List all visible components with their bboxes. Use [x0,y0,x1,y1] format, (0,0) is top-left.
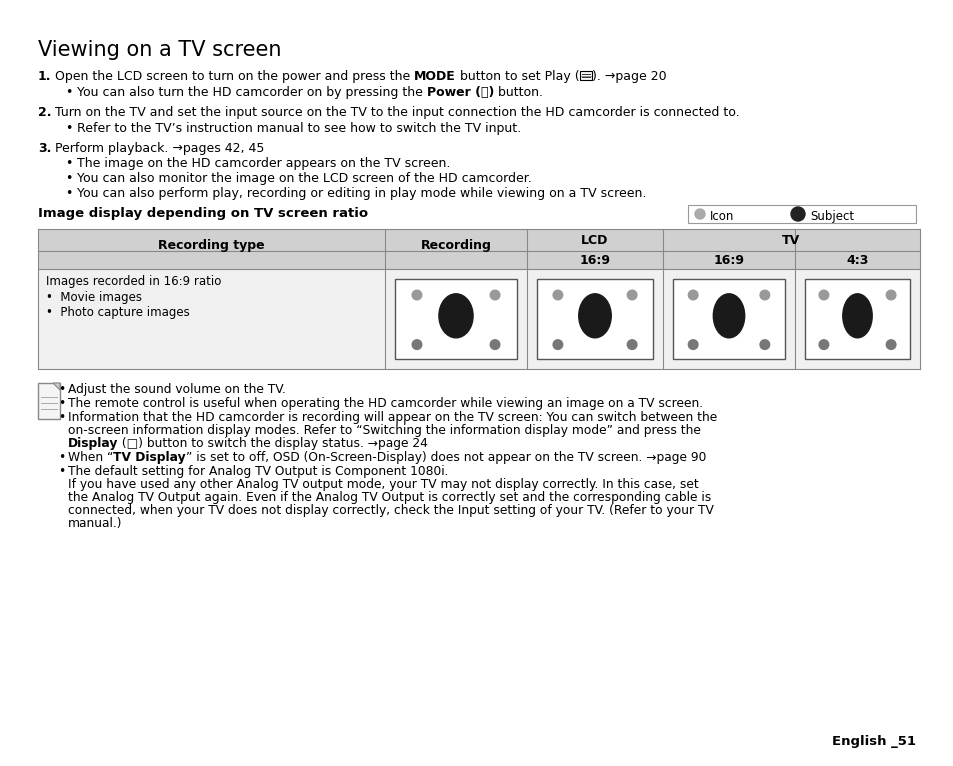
Text: 3.: 3. [38,142,51,155]
Text: The default setting for Analog TV Output is Component 1080i.: The default setting for Analog TV Output… [68,465,448,478]
Text: Refer to the TV’s instruction manual to see how to switch the TV input.: Refer to the TV’s instruction manual to … [77,122,520,135]
Circle shape [819,290,828,300]
Text: •: • [58,411,65,424]
Text: You can also monitor the image on the LCD screen of the HD camcorder.: You can also monitor the image on the LC… [77,172,531,185]
Text: Display: Display [68,437,118,450]
Text: You can also turn the HD camcorder on by pressing the: You can also turn the HD camcorder on by… [77,86,426,99]
Text: manual.): manual.) [68,517,122,530]
Bar [687,205,915,223]
Bar [804,279,909,359]
Text: Power (⏻): Power (⏻) [426,86,494,99]
Circle shape [627,340,637,349]
Text: 2.: 2. [38,106,51,119]
Text: When “: When “ [68,451,113,464]
Text: Viewing on a TV screen: Viewing on a TV screen [38,40,281,60]
Circle shape [790,207,804,221]
Text: TV: TV [781,234,800,247]
Text: connected, when your TV does not display correctly, check the Input setting of y: connected, when your TV does not display… [68,504,713,517]
Text: •: • [65,157,72,170]
Text: You can also perform play, recording or editing in play mode while viewing on a : You can also perform play, recording or … [77,187,646,200]
Ellipse shape [438,294,473,338]
Text: Icon: Icon [709,210,734,223]
Text: •  Photo capture images: • Photo capture images [46,306,190,319]
Text: Perform playback. →pages 42, 45: Perform playback. →pages 42, 45 [55,142,264,155]
Circle shape [490,340,499,349]
Circle shape [760,340,769,349]
Text: English _51: English _51 [831,735,915,748]
Text: Information that the HD camcorder is recording will appear on the TV screen: You: Information that the HD camcorder is rec… [68,411,717,424]
Circle shape [553,290,562,300]
Text: Adjust the sound volume on the TV.: Adjust the sound volume on the TV. [68,383,286,396]
Circle shape [885,290,895,300]
Text: •: • [65,187,72,200]
Text: 16:9: 16:9 [713,254,743,267]
Bar [38,269,919,369]
Bar [38,229,919,269]
Text: •  Movie images: • Movie images [46,291,142,304]
Circle shape [760,290,769,300]
Text: •: • [58,465,65,478]
Text: 1.: 1. [38,70,51,83]
Circle shape [695,209,704,219]
Text: on-screen information display modes. Refer to “Switching the information display: on-screen information display modes. Ref… [68,424,700,437]
Circle shape [627,290,637,300]
Text: button.: button. [494,86,542,99]
Text: Open the LCD screen to turn on the power and press the: Open the LCD screen to turn on the power… [55,70,414,83]
Bar [579,71,591,80]
Circle shape [688,340,698,349]
Text: the Analog TV Output again. Even if the Analog TV Output is correctly set and th: the Analog TV Output again. Even if the … [68,491,711,504]
Text: •: • [65,86,72,99]
Text: •: • [58,383,65,396]
Text: 4:3: 4:3 [845,254,868,267]
Text: •: • [65,122,72,135]
Text: Recording: Recording [420,238,491,251]
Bar [537,279,652,359]
Text: The image on the HD camcorder appears on the TV screen.: The image on the HD camcorder appears on… [77,157,450,170]
Text: Subject: Subject [809,210,853,223]
Circle shape [412,340,421,349]
Text: •: • [65,172,72,185]
Ellipse shape [578,294,611,338]
Circle shape [819,340,828,349]
Text: Turn on the TV and set the input source on the TV to the input connection the HD: Turn on the TV and set the input source … [55,106,739,119]
Text: MODE: MODE [414,70,456,83]
Text: 16:9: 16:9 [578,254,610,267]
Text: Image display depending on TV screen ratio: Image display depending on TV screen rat… [38,207,368,220]
Polygon shape [53,383,60,390]
Text: (□) button to switch the display status. →page 24: (□) button to switch the display status.… [118,437,428,450]
Circle shape [688,290,698,300]
Text: •: • [58,451,65,464]
Ellipse shape [713,294,744,338]
Circle shape [553,340,562,349]
Text: •: • [58,397,65,410]
Circle shape [412,290,421,300]
Circle shape [885,340,895,349]
Text: Images recorded in 16:9 ratio: Images recorded in 16:9 ratio [46,275,221,288]
Text: ). →page 20: ). →page 20 [591,70,665,83]
Ellipse shape [841,294,871,338]
Text: ” is set to off, OSD (On-Screen-Display) does not appear on the TV screen. →page: ” is set to off, OSD (On-Screen-Display)… [186,451,705,464]
Text: If you have used any other Analog TV output mode, your TV may not display correc: If you have used any other Analog TV out… [68,478,698,491]
Circle shape [490,290,499,300]
Bar [38,383,60,419]
Text: LCD: LCD [580,234,608,247]
Text: button to set Play (: button to set Play ( [456,70,579,83]
Bar [395,279,517,359]
Text: Recording type: Recording type [158,238,265,251]
Text: TV Display: TV Display [113,451,186,464]
Bar [672,279,784,359]
Text: The remote control is useful when operating the HD camcorder while viewing an im: The remote control is useful when operat… [68,397,702,410]
